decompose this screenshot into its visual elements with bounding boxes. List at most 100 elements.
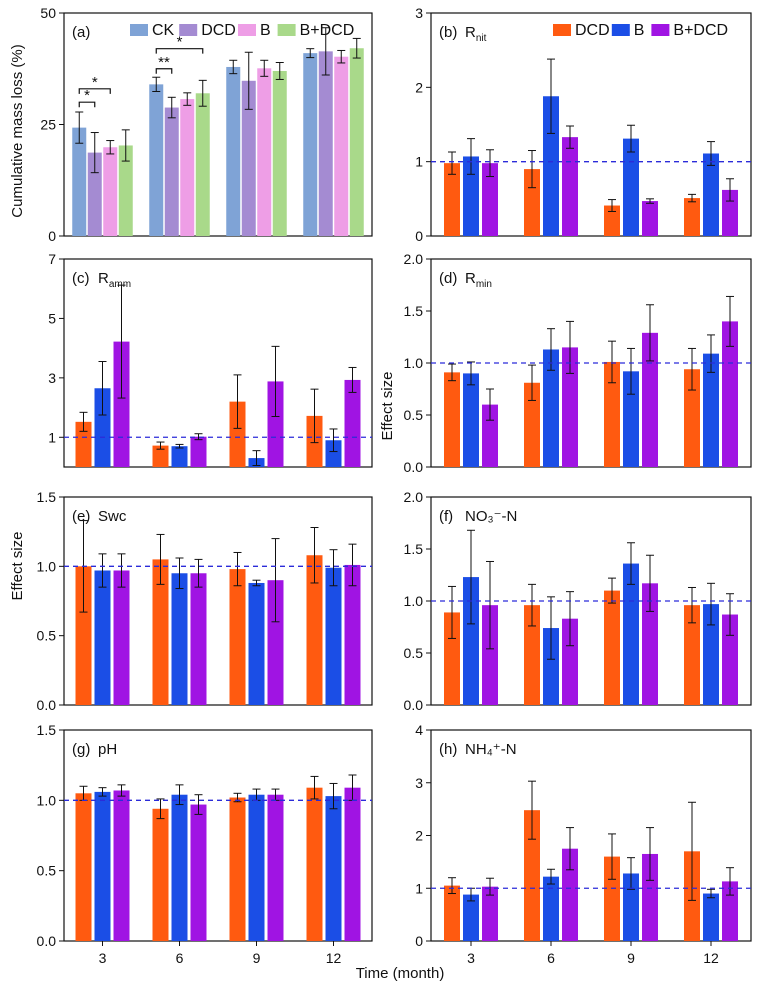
x-tick-label: 12 — [703, 950, 719, 966]
bar-b-3 — [103, 147, 118, 236]
significance-bracket — [155, 48, 204, 54]
y-tick-label: 1 — [48, 429, 56, 445]
bar-bdcd-9 — [267, 580, 284, 705]
bar-b-12 — [334, 56, 349, 236]
panel-e: 0.0 0.5 1.0 1.5 (e) Swc — [37, 489, 373, 713]
legend-swatch — [238, 24, 256, 36]
panel-title-subscript: nit — [476, 33, 487, 44]
legend-swatch — [130, 24, 148, 36]
bar-bdcd-12 — [344, 564, 361, 705]
bar-dcd-12 — [306, 787, 323, 941]
y-tick-label: 2 — [415, 79, 423, 95]
bar-bdcd-12 — [722, 881, 738, 941]
y-tick-label: 0.5 — [37, 863, 57, 879]
bar-dcd-3 — [75, 566, 92, 705]
y-tick-label: 1.0 — [404, 355, 424, 371]
x-axis-label-time: Time (month) — [356, 965, 445, 982]
bar-dcd-3 — [444, 372, 460, 467]
bar-dcd-6 — [524, 605, 540, 705]
bar-bdcd-3 — [482, 163, 498, 236]
x-tick-label: 3 — [99, 950, 107, 966]
bar-dcd-9 — [604, 205, 620, 236]
panel-label: (e) — [72, 508, 90, 525]
bar-dcd-12 — [684, 369, 700, 467]
y-tick-label: 0.0 — [37, 933, 57, 949]
bar-dcd-3 — [75, 421, 92, 467]
x-tick-label: 9 — [253, 950, 261, 966]
bar-ck-12 — [303, 53, 318, 236]
bar-b-6 — [171, 794, 188, 941]
bar-dcd-9 — [604, 361, 620, 467]
panel-frame — [430, 12, 752, 237]
bar-dcd-12 — [684, 198, 700, 236]
bar-ck-6 — [149, 84, 164, 236]
legend-label: DCD — [575, 22, 610, 39]
bar-bdcd-3 — [118, 145, 133, 236]
panel-title: NO₃⁻-N — [465, 508, 517, 525]
bar-dcd-6 — [152, 559, 169, 705]
bar-b-3 — [463, 156, 479, 236]
y-tick-label: 3 — [48, 370, 56, 386]
bar-b-9 — [623, 138, 639, 236]
panel-title: Rnit — [465, 24, 487, 44]
bar-bdcd-3 — [482, 886, 498, 941]
bar-dcd-6 — [164, 107, 179, 236]
bar-dcd-9 — [229, 401, 246, 467]
bar-bdcd-9 — [272, 70, 287, 236]
bar-b-3 — [94, 791, 111, 941]
y-tick-label: 3 — [415, 5, 423, 21]
panel-label: (b) — [439, 24, 457, 41]
y-tick-label: 50 — [40, 5, 56, 21]
panel-title: NH₄⁺-N — [465, 741, 517, 758]
panel-label: (c) — [72, 270, 90, 287]
bar-bdcd-3 — [113, 570, 130, 705]
panel-label: (a) — [72, 24, 90, 41]
bar-bdcd-9 — [267, 381, 284, 467]
bar-b-9 — [248, 582, 265, 705]
panel-f: 0.0 0.5 1.0 1.5 2.0 (f) NO₃⁻-N — [404, 489, 752, 713]
x-tick-label: 6 — [547, 950, 555, 966]
bar-dcd-3 — [87, 152, 102, 236]
y-axis-label-effect-size-left: Effect size — [9, 532, 26, 601]
panel-label: (d) — [439, 270, 457, 287]
panel-label: (f) — [439, 508, 453, 525]
bar-b-12 — [703, 604, 719, 705]
bar-dcd-9 — [229, 797, 246, 941]
bar-dcd-6 — [152, 445, 169, 467]
bar-b-12 — [325, 796, 342, 941]
bar-b-6 — [543, 349, 559, 467]
bar-b-6 — [543, 96, 559, 237]
bar-b-12 — [703, 893, 719, 941]
bar-dcd-9 — [604, 590, 620, 705]
y-tick-label: 0.5 — [404, 645, 424, 661]
legend-swatch — [553, 24, 571, 36]
bar-dcd-12 — [318, 51, 333, 236]
legend-swatch — [651, 24, 670, 36]
panel-frame — [63, 496, 373, 706]
bar-b-12 — [325, 567, 342, 705]
y-tick-label: 0.0 — [37, 697, 57, 713]
legend-label: CK — [152, 22, 175, 39]
bar-dcd-9 — [604, 856, 620, 941]
bar-bdcd-9 — [642, 332, 658, 467]
bar-bdcd-6 — [562, 137, 578, 236]
bar-bdcd-9 — [642, 853, 658, 941]
legend-label: B — [260, 22, 271, 39]
bar-bdcd-6 — [562, 848, 578, 941]
x-tick-label: 6 — [176, 950, 184, 966]
bar-dcd-9 — [241, 80, 256, 237]
y-tick-label: 1.0 — [37, 558, 57, 574]
bar-dcd-6 — [524, 169, 540, 236]
x-tick-label: 9 — [627, 950, 635, 966]
panel-title-subscript: min — [476, 279, 492, 290]
panel-b: 0 1 2 3 (b) Rnit DCD B B+DCD — [415, 5, 752, 244]
y-tick-label: 1.0 — [37, 792, 57, 808]
bar-bdcd-6 — [190, 573, 207, 705]
bar-bdcd-6 — [190, 804, 207, 941]
bar-dcd-3 — [444, 885, 460, 941]
y-tick-label: 1 — [415, 880, 423, 896]
y-tick-label: 1.5 — [37, 722, 57, 738]
y-tick-label: 1.5 — [404, 303, 424, 319]
bar-bdcd-12 — [722, 321, 738, 467]
y-tick-label: 7 — [48, 251, 56, 267]
